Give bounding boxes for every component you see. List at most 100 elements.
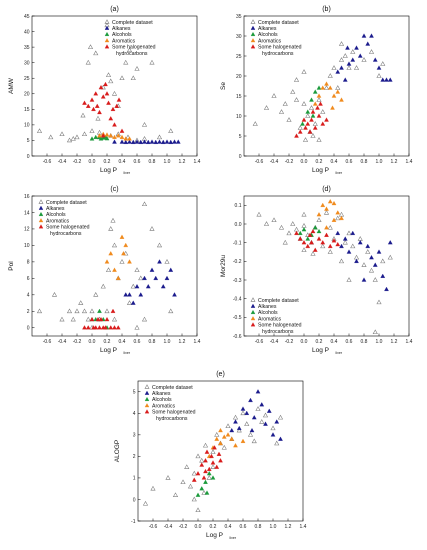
data-point: [203, 458, 208, 463]
chart-panel: (b) -0.6 -0.4 -0.2 0.0 0.2 0.4 0.6 0.8 1.0 1.2 1.4 0…: [220, 6, 413, 175]
x-tick-label: -0.2: [179, 524, 188, 530]
series-halogenated: [82, 308, 121, 330]
data-point: [121, 251, 126, 256]
data-point: [203, 479, 208, 484]
data-point: [111, 90, 118, 96]
data-point: [353, 254, 360, 260]
data-point: [256, 211, 262, 217]
data-point: [145, 139, 151, 144]
data-point: [305, 236, 311, 241]
data-point: [240, 438, 246, 443]
data-point: [93, 91, 99, 96]
panel-label: (a): [110, 6, 119, 13]
data-point: [127, 136, 132, 141]
data-point: [150, 485, 156, 491]
x-tick-label: 0.0: [301, 339, 308, 345]
data-point: [127, 259, 132, 264]
data-point: [316, 217, 322, 223]
series-aromatics: [316, 199, 344, 230]
data-point: [149, 139, 155, 144]
data-point: [199, 457, 205, 463]
data-point: [236, 425, 242, 431]
x-tick-label: 0.6: [240, 524, 247, 530]
data-point: [191, 477, 197, 482]
legend-marker: [144, 409, 150, 414]
data-point: [331, 200, 337, 206]
data-point: [105, 267, 112, 272]
data-point: [156, 242, 163, 248]
data-point: [218, 427, 223, 433]
data-point: [123, 292, 129, 297]
data-point: [294, 133, 299, 138]
y-axis-label: ALOGP: [114, 440, 121, 462]
data-point: [89, 128, 95, 133]
data-point: [240, 406, 246, 411]
data-point: [305, 243, 311, 249]
y-tick-label: 15: [24, 107, 30, 113]
data-point: [244, 410, 250, 415]
data-point: [125, 134, 131, 140]
data-point: [195, 492, 201, 497]
legend-marker: [38, 199, 44, 204]
data-point: [74, 308, 80, 314]
legend-entry: Alcohols: [112, 32, 132, 38]
data-point: [312, 225, 318, 230]
data-point: [104, 132, 110, 137]
data-point: [157, 259, 162, 264]
data-point: [323, 85, 330, 90]
data-point: [305, 109, 311, 114]
data-point: [59, 131, 65, 137]
data-point: [221, 434, 227, 439]
data-point: [244, 421, 250, 426]
data-point: [160, 284, 166, 289]
data-point: [350, 243, 356, 249]
data-point: [312, 247, 318, 252]
data-point: [335, 69, 341, 74]
data-point: [327, 199, 333, 204]
plot-frame: [243, 195, 410, 337]
data-point: [123, 136, 129, 141]
y-tick-label: 0: [27, 326, 30, 332]
series-halogenated: [82, 81, 125, 138]
legend-entry: Aromatics: [112, 38, 135, 44]
legend-marker: [250, 297, 256, 302]
data-point: [353, 65, 360, 70]
legend-marker: [38, 205, 44, 210]
legend-marker: [38, 224, 44, 229]
x-tick-label: 0.4: [119, 339, 126, 345]
data-point: [115, 325, 121, 330]
data-point: [338, 41, 345, 46]
y-tick-label: 20: [236, 74, 242, 80]
data-point: [87, 44, 94, 49]
legend-entry: Some halogenated: [46, 225, 90, 231]
data-point: [369, 33, 374, 38]
data-point: [305, 121, 311, 126]
data-point: [180, 479, 186, 485]
y-tick-label: 8: [27, 260, 30, 266]
legend: Complete datasetAlkanesAlcoholsAromatics…: [144, 384, 196, 422]
data-point: [324, 225, 329, 230]
data-point: [376, 249, 382, 254]
data-point: [248, 397, 253, 403]
plot-frame: [137, 380, 304, 522]
data-point: [126, 300, 133, 305]
data-point: [331, 65, 337, 70]
data-point: [138, 275, 144, 281]
x-tick-label: 0.2: [210, 524, 217, 530]
data-point: [361, 262, 367, 267]
data-point: [115, 133, 121, 138]
legend-entry: Complete dataset: [112, 20, 153, 26]
data-point: [384, 286, 389, 291]
x-tick-label: 0.4: [119, 159, 126, 165]
data-point: [310, 251, 316, 256]
legend-entry: Aromatics: [46, 218, 69, 224]
data-point: [93, 50, 99, 56]
data-point: [127, 139, 132, 144]
x-tick-label: -0.6: [43, 339, 52, 345]
y-tick-label: -0.6: [233, 334, 242, 340]
legend-marker: [250, 31, 256, 36]
x-tick-label: 1.0: [164, 339, 171, 345]
y-tick-label: 0.1: [235, 203, 242, 209]
x-tick-label: -0.4: [270, 159, 279, 165]
x-tick-label: 1.4: [406, 159, 413, 165]
